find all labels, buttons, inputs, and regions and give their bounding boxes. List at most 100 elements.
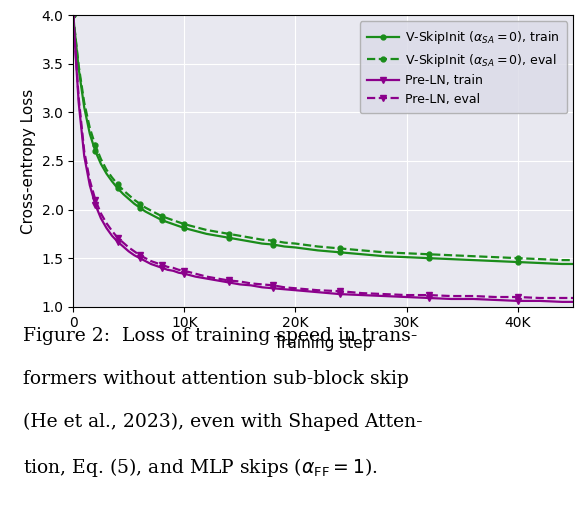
- Pre-LN, eval: [247, 280, 254, 286]
- Pre-LN, train: [292, 287, 299, 293]
- V-SkipInit ($\alpha_{SA} = 0$), train: [559, 261, 566, 267]
- V-SkipInit ($\alpha_{SA} = 0$), eval: [281, 240, 288, 246]
- Pre-LN, eval: [70, 12, 77, 18]
- Pre-LN, train: [164, 267, 171, 273]
- Pre-LN, train: [170, 268, 177, 274]
- V-SkipInit ($\alpha_{SA} = 0$), eval: [92, 142, 99, 149]
- Pre-LN, train: [336, 291, 343, 297]
- V-SkipInit ($\alpha_{SA} = 0$), train: [381, 253, 388, 259]
- V-SkipInit ($\alpha_{SA} = 0$), eval: [514, 255, 521, 261]
- X-axis label: Training step: Training step: [274, 336, 373, 351]
- V-SkipInit ($\alpha_{SA} = 0$), eval: [470, 253, 477, 259]
- Pre-LN, train: [192, 274, 199, 280]
- Pre-LN, eval: [203, 274, 210, 280]
- Pre-LN, eval: [176, 267, 183, 273]
- Pre-LN, train: [75, 99, 82, 106]
- Pre-LN, eval: [136, 252, 143, 258]
- V-SkipInit ($\alpha_{SA} = 0$), train: [87, 131, 94, 137]
- V-SkipInit ($\alpha_{SA} = 0$), eval: [147, 207, 154, 213]
- V-SkipInit ($\alpha_{SA} = 0$), train: [225, 235, 232, 241]
- V-SkipInit ($\alpha_{SA} = 0$), train: [236, 237, 243, 243]
- Pre-LN, train: [359, 292, 366, 298]
- V-SkipInit ($\alpha_{SA} = 0$), eval: [130, 197, 138, 203]
- Pre-LN, train: [403, 294, 410, 300]
- V-SkipInit ($\alpha_{SA} = 0$), train: [170, 221, 177, 227]
- Pre-LN, train: [259, 284, 266, 291]
- V-SkipInit ($\alpha_{SA} = 0$), eval: [192, 224, 199, 230]
- V-SkipInit ($\alpha_{SA} = 0$), eval: [403, 250, 410, 257]
- Pre-LN, train: [214, 277, 221, 283]
- V-SkipInit ($\alpha_{SA} = 0$), train: [292, 244, 299, 250]
- Pre-LN, eval: [109, 228, 116, 234]
- V-SkipInit ($\alpha_{SA} = 0$), train: [136, 204, 143, 210]
- Pre-LN, train: [114, 239, 121, 245]
- V-SkipInit ($\alpha_{SA} = 0$), eval: [292, 240, 299, 246]
- V-SkipInit ($\alpha_{SA} = 0$), eval: [259, 237, 266, 243]
- V-SkipInit ($\alpha_{SA} = 0$), eval: [176, 219, 183, 225]
- V-SkipInit ($\alpha_{SA} = 0$), train: [536, 260, 543, 266]
- V-SkipInit ($\alpha_{SA} = 0$), eval: [164, 215, 171, 222]
- V-SkipInit ($\alpha_{SA} = 0$), eval: [225, 231, 232, 237]
- Pre-LN, eval: [181, 268, 188, 274]
- Pre-LN, train: [225, 279, 232, 285]
- V-SkipInit ($\alpha_{SA} = 0$), train: [514, 259, 521, 265]
- V-SkipInit ($\alpha_{SA} = 0$), eval: [247, 235, 254, 241]
- V-SkipInit ($\alpha_{SA} = 0$), eval: [203, 227, 210, 233]
- Pre-LN, eval: [192, 271, 199, 277]
- Pre-LN, eval: [75, 95, 82, 101]
- Pre-LN, train: [281, 286, 288, 292]
- V-SkipInit ($\alpha_{SA} = 0$), eval: [536, 256, 543, 262]
- Pre-LN, train: [381, 293, 388, 299]
- Pre-LN, eval: [514, 294, 521, 300]
- Pre-LN, eval: [314, 287, 321, 293]
- Pre-LN, train: [125, 248, 132, 255]
- Pre-LN, eval: [125, 244, 132, 250]
- V-SkipInit ($\alpha_{SA} = 0$), train: [425, 255, 432, 261]
- V-SkipInit ($\alpha_{SA} = 0$), eval: [170, 217, 177, 223]
- V-SkipInit ($\alpha_{SA} = 0$), train: [153, 214, 160, 221]
- V-SkipInit ($\alpha_{SA} = 0$), train: [97, 161, 104, 167]
- Line: Pre-LN, train: Pre-LN, train: [70, 12, 577, 305]
- Pre-LN, train: [159, 265, 166, 271]
- V-SkipInit ($\alpha_{SA} = 0$), eval: [214, 229, 221, 235]
- V-SkipInit ($\alpha_{SA} = 0$), eval: [142, 204, 149, 210]
- Text: formers without attention sub-block skip: formers without attention sub-block skip: [23, 370, 409, 388]
- Pre-LN, train: [203, 275, 210, 281]
- V-SkipInit ($\alpha_{SA} = 0$), eval: [270, 238, 277, 244]
- Text: (He et al., 2023), even with Shaped Atten-: (He et al., 2023), even with Shaped Atte…: [23, 413, 423, 431]
- V-SkipInit ($\alpha_{SA} = 0$), train: [214, 233, 221, 239]
- V-SkipInit ($\alpha_{SA} = 0$), eval: [103, 167, 110, 173]
- V-SkipInit ($\alpha_{SA} = 0$), eval: [236, 233, 243, 239]
- Pre-LN, train: [70, 12, 77, 18]
- V-SkipInit ($\alpha_{SA} = 0$), train: [448, 256, 455, 262]
- Pre-LN, train: [92, 202, 99, 208]
- Pre-LN, eval: [448, 293, 455, 299]
- V-SkipInit ($\alpha_{SA} = 0$), eval: [448, 252, 455, 258]
- Pre-LN, train: [314, 289, 321, 295]
- Line: V-SkipInit ($\alpha_{SA} = 0$), eval: V-SkipInit ($\alpha_{SA} = 0$), eval: [71, 13, 576, 263]
- Line: Pre-LN, eval: Pre-LN, eval: [70, 12, 577, 302]
- V-SkipInit ($\alpha_{SA} = 0$), eval: [314, 243, 321, 249]
- Pre-LN, eval: [142, 255, 149, 261]
- Pre-LN, train: [176, 270, 183, 276]
- Pre-LN, train: [119, 243, 126, 249]
- V-SkipInit ($\alpha_{SA} = 0$), eval: [570, 257, 577, 263]
- V-SkipInit ($\alpha_{SA} = 0$), train: [130, 201, 138, 207]
- V-SkipInit ($\alpha_{SA} = 0$), train: [92, 148, 99, 154]
- Pre-LN, train: [109, 233, 116, 239]
- Pre-LN, train: [130, 252, 138, 258]
- Pre-LN, train: [448, 296, 455, 302]
- V-SkipInit ($\alpha_{SA} = 0$), train: [359, 251, 366, 257]
- Pre-LN, eval: [164, 264, 171, 270]
- Pre-LN, eval: [570, 295, 577, 301]
- Pre-LN, eval: [281, 284, 288, 291]
- Y-axis label: Cross-entropy Loss: Cross-entropy Loss: [21, 88, 36, 234]
- Pre-LN, eval: [336, 288, 343, 294]
- V-SkipInit ($\alpha_{SA} = 0$), train: [114, 185, 121, 191]
- Pre-LN, eval: [270, 282, 277, 288]
- Pre-LN, eval: [159, 262, 166, 268]
- Pre-LN, eval: [559, 295, 566, 301]
- V-SkipInit ($\alpha_{SA} = 0$), eval: [492, 254, 499, 260]
- Line: V-SkipInit ($\alpha_{SA} = 0$), train: V-SkipInit ($\alpha_{SA} = 0$), train: [71, 13, 576, 266]
- Pre-LN, train: [536, 298, 543, 304]
